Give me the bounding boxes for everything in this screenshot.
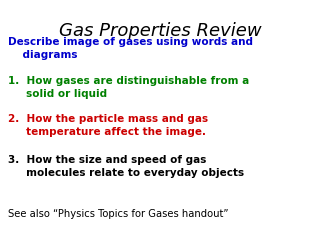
Text: Gas Properties Review: Gas Properties Review (59, 22, 261, 40)
Text: 3.  How the size and speed of gas
     molecules relate to everyday objects: 3. How the size and speed of gas molecul… (8, 155, 244, 178)
Text: 1.  How gases are distinguishable from a
     solid or liquid: 1. How gases are distinguishable from a … (8, 76, 249, 99)
Text: Describe image of gases using words and
    diagrams: Describe image of gases using words and … (8, 37, 253, 60)
Text: 2.  How the particle mass and gas
     temperature affect the image.: 2. How the particle mass and gas tempera… (8, 114, 208, 137)
Text: See also “Physics Topics for Gases handout”: See also “Physics Topics for Gases hando… (8, 209, 228, 219)
